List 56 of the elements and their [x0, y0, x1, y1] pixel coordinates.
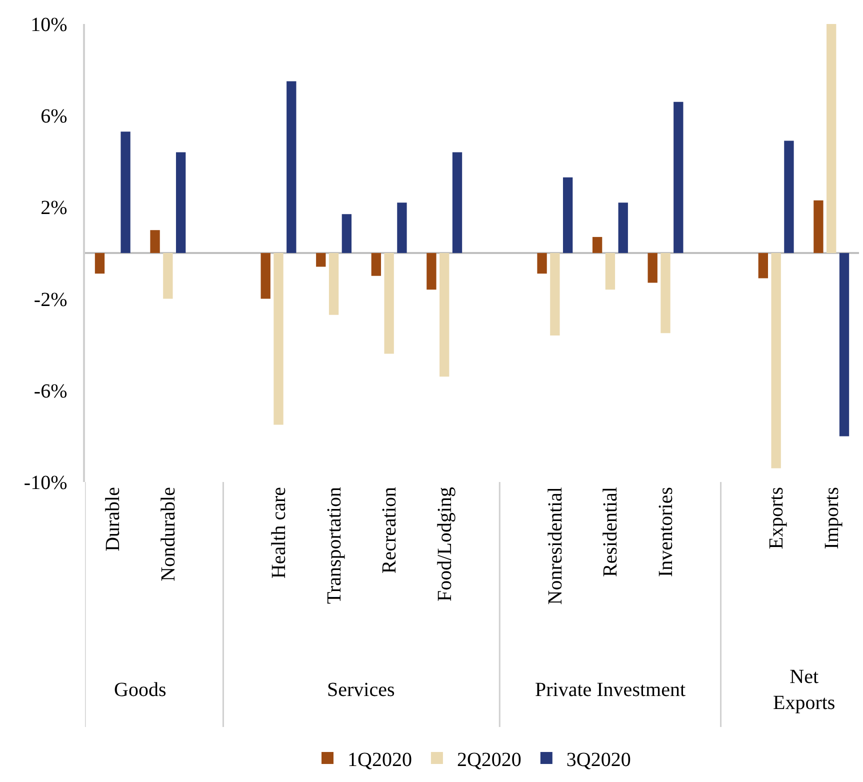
- bar: [618, 202, 628, 253]
- x-tick-label: Durable: [102, 486, 124, 552]
- bar: [814, 200, 824, 253]
- x-tick-label: Imports: [820, 486, 843, 550]
- legend-label: 2Q2020: [456, 748, 522, 771]
- bar: [384, 253, 394, 354]
- bar: [758, 253, 768, 278]
- bar: [784, 140, 794, 253]
- bar: [440, 253, 450, 377]
- bar: [286, 81, 296, 253]
- bar: [592, 236, 602, 253]
- x-tick-label: Food/Lodging: [434, 487, 456, 602]
- y-tick-label: -10%: [24, 472, 68, 494]
- bar: [426, 253, 436, 290]
- x-tick-label: Exports: [766, 486, 788, 550]
- x-tick-label: Residential: [600, 486, 622, 577]
- x-tick-label: Nonresidential: [544, 486, 566, 605]
- x-tick-label: Nondurable: [157, 486, 180, 582]
- legend-label: 1Q2020: [348, 748, 412, 771]
- bar: [660, 253, 670, 334]
- bar: [452, 152, 462, 253]
- bar: [94, 253, 105, 274]
- bar: [163, 253, 173, 299]
- y-tick-label: 10%: [30, 14, 68, 36]
- text: Private Investment: [535, 679, 686, 701]
- bar: [176, 152, 186, 253]
- y-tick-label: 6%: [40, 106, 68, 128]
- bar: [397, 202, 407, 253]
- bar: [328, 253, 339, 315]
- bar: [605, 253, 616, 290]
- bar: [150, 230, 160, 253]
- bar: [550, 253, 560, 336]
- bar: [120, 132, 130, 253]
- text: Net Exports: [773, 666, 836, 714]
- bar: [839, 253, 850, 436]
- x-tick-label: Transportation: [323, 487, 346, 604]
- bar: [562, 177, 573, 253]
- bar: [260, 253, 270, 299]
- bar: [674, 102, 684, 253]
- y-tick-label: 2%: [40, 197, 68, 220]
- x-tick-label: Health care: [268, 486, 290, 579]
- text: Goods: [114, 679, 166, 701]
- bar: [771, 253, 781, 468]
- bar: [826, 24, 836, 253]
- bar: [371, 253, 382, 276]
- y-tick-label: -6%: [34, 380, 68, 402]
- y-tick-label: -2%: [34, 288, 68, 311]
- bar: [648, 253, 658, 283]
- text: Services: [327, 679, 395, 701]
- x-tick-label: Recreation: [378, 487, 401, 574]
- bar: [316, 253, 326, 267]
- x-tick-label: Inventories: [655, 486, 677, 577]
- bar: [537, 253, 547, 274]
- bar: [274, 253, 284, 425]
- bar: [342, 214, 352, 253]
- legend-label: 3Q2020: [566, 748, 631, 771]
